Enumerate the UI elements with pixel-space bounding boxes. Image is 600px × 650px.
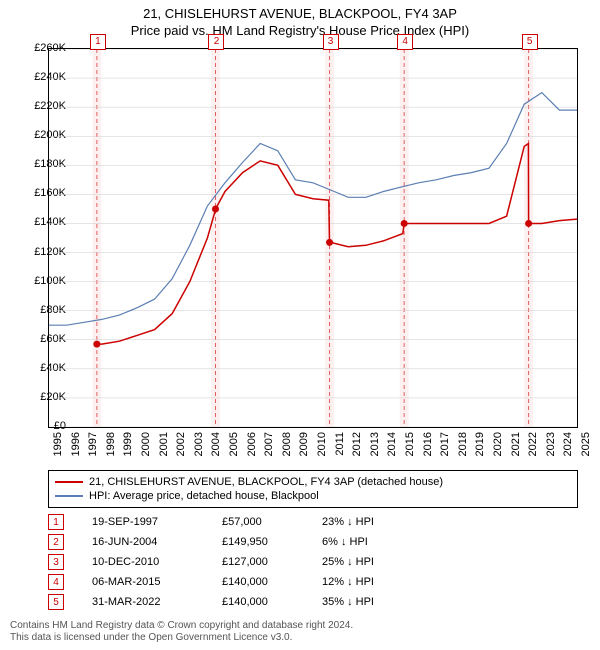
- sale-diff: 25% ↓ HPI: [322, 556, 432, 568]
- x-tick-label: 2023: [545, 432, 557, 456]
- x-tick-label: 2007: [263, 432, 275, 456]
- x-tick-label: 2021: [510, 432, 522, 456]
- x-tick-label: 2017: [439, 432, 451, 456]
- legend-item-subject: 21, CHISLEHURST AVENUE, BLACKPOOL, FY4 3…: [55, 475, 571, 489]
- x-tick-label: 2010: [316, 432, 328, 456]
- sales-row: 1 19-SEP-1997£57,00023% ↓ HPI: [48, 512, 432, 532]
- sales-table: 1 19-SEP-1997£57,00023% ↓ HPI 2 16-JUN-2004…: [48, 512, 432, 612]
- sale-diff: 12% ↓ HPI: [322, 576, 432, 588]
- x-tick-label: 2015: [404, 432, 416, 456]
- sales-row: 3 10-DEC-2010£127,00025% ↓ HPI: [48, 552, 432, 572]
- legend-swatch: [55, 481, 83, 483]
- x-tick-label: 1996: [70, 432, 82, 456]
- title-block: 21, CHISLEHURST AVENUE, BLACKPOOL, FY4 3…: [0, 0, 600, 38]
- x-tick-label: 2008: [281, 432, 293, 456]
- sale-marker: 5: [48, 594, 64, 610]
- sale-marker: 3: [48, 554, 64, 570]
- plot-area: 12345: [48, 48, 578, 428]
- x-tick-label: 2003: [193, 432, 205, 456]
- x-tick-label: 2012: [351, 432, 363, 456]
- footer: Contains HM Land Registry data © Crown c…: [10, 620, 353, 644]
- sale-price: £149,950: [222, 536, 322, 548]
- x-tick-label: 2011: [334, 432, 346, 456]
- event-marker: 3: [323, 34, 339, 50]
- x-tick-label: 1997: [87, 432, 99, 456]
- x-tick-label: 2001: [158, 432, 170, 456]
- sale-diff: 23% ↓ HPI: [322, 516, 432, 528]
- sale-marker: 4: [48, 574, 64, 590]
- x-tick-label: 2018: [457, 432, 469, 456]
- x-tick-label: 2013: [369, 432, 381, 456]
- legend-item-hpi: HPI: Average price, detached house, Blac…: [55, 489, 571, 503]
- sale-price: £140,000: [222, 576, 322, 588]
- sale-date: 31-MAR-2022: [92, 596, 222, 608]
- sales-row: 5 31-MAR-2022£140,00035% ↓ HPI: [48, 592, 432, 612]
- event-marker: 2: [208, 34, 224, 50]
- x-tick-label: 1998: [105, 432, 117, 456]
- x-tick-label: 1999: [122, 432, 134, 456]
- sale-date: 16-JUN-2004: [92, 536, 222, 548]
- x-tick-label: 2002: [175, 432, 187, 456]
- legend: 21, CHISLEHURST AVENUE, BLACKPOOL, FY4 3…: [48, 470, 578, 508]
- legend-label: HPI: Average price, detached house, Blac…: [89, 489, 319, 503]
- sale-diff: 6% ↓ HPI: [322, 536, 432, 548]
- sale-date: 06-MAR-2015: [92, 576, 222, 588]
- footer-line2: This data is licensed under the Open Gov…: [10, 632, 353, 644]
- sales-row: 2 16-JUN-2004£149,9506% ↓ HPI: [48, 532, 432, 552]
- event-marker: 4: [397, 34, 413, 50]
- event-marker: 1: [90, 34, 106, 50]
- x-tick-label: 2025: [580, 432, 592, 456]
- sale-marker: 1: [48, 514, 64, 530]
- chart-container: 21, CHISLEHURST AVENUE, BLACKPOOL, FY4 3…: [0, 0, 600, 650]
- sale-marker: 2: [48, 534, 64, 550]
- x-tick-label: 2019: [474, 432, 486, 456]
- sale-price: £140,000: [222, 596, 322, 608]
- x-tick-label: 2004: [210, 432, 222, 456]
- x-tick-label: 2000: [140, 432, 152, 456]
- sale-date: 19-SEP-1997: [92, 516, 222, 528]
- legend-label: 21, CHISLEHURST AVENUE, BLACKPOOL, FY4 3…: [89, 475, 443, 489]
- sale-date: 10-DEC-2010: [92, 556, 222, 568]
- x-tick-label: 2020: [492, 432, 504, 456]
- footer-line1: Contains HM Land Registry data © Crown c…: [10, 620, 353, 632]
- x-tick-label: 2022: [527, 432, 539, 456]
- x-tick-label: 2014: [386, 432, 398, 456]
- x-tick-label: 2006: [246, 432, 258, 456]
- x-tick-label: 2016: [422, 432, 434, 456]
- x-tick-label: 2009: [298, 432, 310, 456]
- x-tick-label: 2005: [228, 432, 240, 456]
- sale-diff: 35% ↓ HPI: [322, 596, 432, 608]
- sale-price: £57,000: [222, 516, 322, 528]
- x-tick-label: 2024: [562, 432, 574, 456]
- chart-svg: [49, 49, 577, 427]
- sale-price: £127,000: [222, 556, 322, 568]
- legend-swatch: [55, 495, 83, 497]
- x-tick-label: 1995: [52, 432, 64, 456]
- sales-row: 4 06-MAR-2015£140,00012% ↓ HPI: [48, 572, 432, 592]
- title-address: 21, CHISLEHURST AVENUE, BLACKPOOL, FY4 3…: [0, 6, 600, 21]
- event-marker: 5: [522, 34, 538, 50]
